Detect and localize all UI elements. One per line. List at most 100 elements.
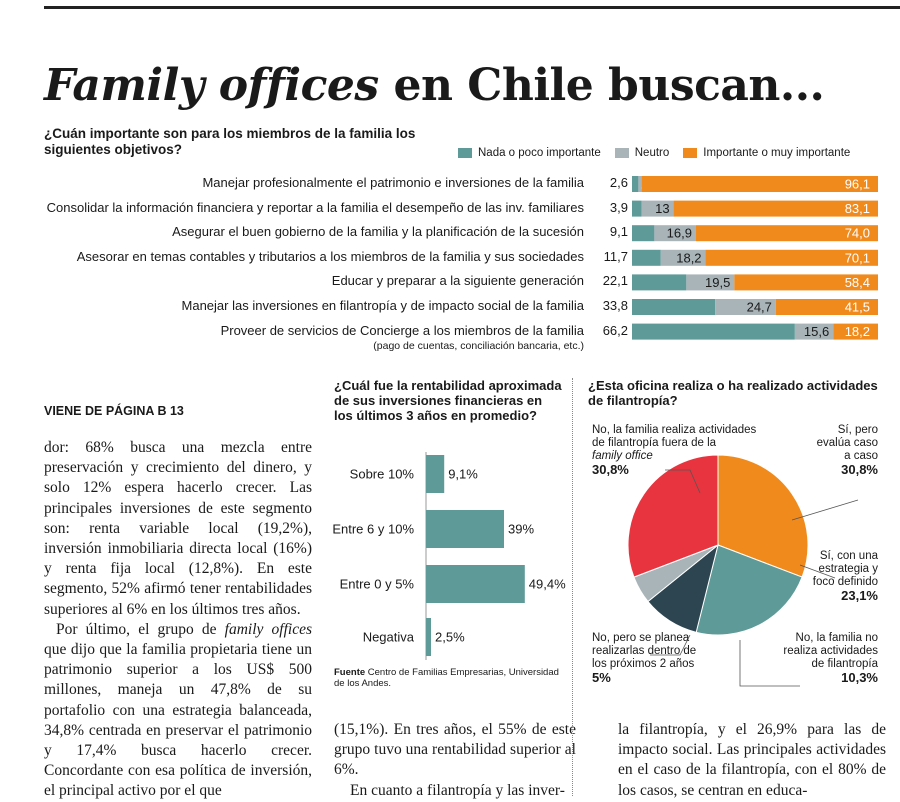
pie-label-planea-l1: No, pero se planea bbox=[592, 632, 690, 644]
chart1-bar-segment bbox=[660, 249, 706, 266]
chart1-bar-segment bbox=[715, 299, 776, 315]
chart2-category-label: Entre 0 y 5% bbox=[340, 577, 415, 592]
chart1-row-label: Asesorar en temas contables y tributario… bbox=[76, 248, 584, 264]
chart1-value-importante: 70,1 bbox=[845, 250, 870, 265]
chart1-bar-segment bbox=[632, 225, 655, 242]
chart1-bar-segment bbox=[632, 323, 795, 340]
headline-rest: en Chile buscan... bbox=[378, 60, 825, 111]
col1-p2-a: Por último, el grupo de bbox=[56, 620, 225, 638]
chart1-bar-segment bbox=[775, 299, 878, 315]
chart2-bar bbox=[426, 455, 445, 493]
chart3-slice bbox=[695, 544, 803, 636]
chart1-bar-segment bbox=[673, 200, 878, 217]
chart2-value-label: 39% bbox=[508, 522, 534, 537]
chart1-value-nada: 3,9 bbox=[609, 199, 628, 215]
pie-label-fuera: No, la familia realiza actividades de fi… bbox=[592, 424, 756, 476]
article-column-1: dor: 68% busca una mezcla entre preserva… bbox=[44, 438, 312, 802]
chart3-leader-line bbox=[739, 640, 800, 687]
chart1-value-importante: 83,1 bbox=[845, 201, 870, 216]
chart2-bar bbox=[426, 618, 431, 656]
pie-label-estrategia-pct: 23,1% bbox=[841, 588, 878, 603]
chart1-value-importante: 96,1 bbox=[845, 177, 870, 192]
chart1-value-neutro: 18,2 bbox=[676, 250, 701, 265]
col3-paragraph-1: la filantropía, y el 26,9% para las de i… bbox=[618, 721, 886, 799]
chart1-row-label: Manejar las inversiones en filantropía y… bbox=[181, 298, 584, 313]
chart1-bar-segment bbox=[632, 176, 639, 192]
pie-label-estrategia-l3: foco definido bbox=[812, 576, 878, 588]
chart2-source: Fuente Centro de Familias Empresarias, U… bbox=[334, 667, 564, 689]
col1-paragraph-2: Por último, el grupo de family offices q… bbox=[44, 620, 312, 802]
chart1-row-label: Asegurar el buen gobierno de la familia … bbox=[172, 224, 584, 240]
col1-paragraph-1: dor: 68% busca una mezcla entre preserva… bbox=[44, 439, 312, 618]
chart1-value-neutro: 13 bbox=[655, 201, 669, 216]
headline-italic: Family offices bbox=[44, 60, 379, 111]
pie-label-caso: Sí, pero evalúa caso a caso 30,8% bbox=[817, 424, 878, 476]
pie-label-planea-pct: 5% bbox=[592, 670, 611, 685]
legend-swatch-importante bbox=[683, 148, 698, 158]
chart1-bar-segment bbox=[632, 274, 687, 291]
chart1-bar-segment bbox=[641, 200, 674, 217]
col2-paragraph-2: En cuanto a filantropía y las inver- bbox=[350, 781, 565, 799]
chart2-value-label: 9,1% bbox=[448, 467, 478, 482]
col1-p2-b: que dijo que la familia propietaria tien… bbox=[44, 641, 312, 800]
chart1-bar-segment bbox=[641, 176, 878, 192]
chart2-question: ¿Cuál fue la rentabilidad aproximada de … bbox=[334, 378, 562, 423]
pie-label-no-realiza: No, la familia no realiza actividades de… bbox=[783, 632, 878, 684]
chart1-row-label: Consolidar la información financiera y r… bbox=[46, 199, 584, 215]
pie-label-estrategia-l1: Sí, con una bbox=[819, 550, 878, 562]
chart1-value-neutro: 24,7 bbox=[747, 300, 772, 315]
viene-de-pagina: VIENE DE PÁGINA B 13 bbox=[44, 404, 184, 418]
article-column-3: la filantropía, y el 26,9% para las de i… bbox=[618, 720, 886, 801]
legend-label-nada: Nada o poco importante bbox=[478, 147, 601, 159]
article-column-2: (15,1%). En tres años, el 55% de este gr… bbox=[334, 720, 576, 801]
fuente-text: Centro de Familias Empresarias, Universi… bbox=[334, 667, 559, 689]
chart3-question: ¿Esta oficina realiza o ha realizado act… bbox=[588, 378, 878, 408]
pie-label-no-realiza-pct: 10,3% bbox=[841, 670, 878, 685]
col2-paragraph-1: (15,1%). En tres años, el 55% de este gr… bbox=[334, 721, 576, 779]
chart3-leader-line bbox=[799, 564, 836, 579]
chart1-value-nada: 33,8 bbox=[602, 298, 628, 313]
chart2-bar bbox=[426, 565, 525, 603]
chart2-value-label: 2,5% bbox=[435, 630, 465, 645]
pie-label-caso-l1: Sí, pero bbox=[837, 424, 878, 436]
pie-label-no-realiza-l2: realiza actividades bbox=[783, 645, 878, 657]
pie-label-caso-l2: evalúa caso bbox=[816, 437, 878, 449]
chart3-slice bbox=[717, 454, 809, 578]
chart1-question: ¿Cuán importante son para los miembros d… bbox=[44, 126, 416, 157]
chart1-value-nada: 22,1 bbox=[602, 273, 628, 289]
chart1-bar-segment bbox=[794, 323, 834, 340]
column-separator bbox=[572, 378, 573, 796]
chart1-value-nada: 66,2 bbox=[602, 322, 628, 338]
pie-label-fuera-l1: No, la familia realiza actividades bbox=[592, 424, 757, 436]
chart1-value-nada: 2,6 bbox=[609, 175, 628, 190]
chart2-bar bbox=[426, 510, 504, 548]
chart1-bar-segment bbox=[632, 249, 661, 266]
chart1-row-label: Educar y preparar a la siguiente generac… bbox=[331, 273, 584, 289]
pie-label-caso-l3: a caso bbox=[844, 450, 878, 462]
pie-label-no-realiza-l3: de filantropía bbox=[811, 658, 879, 670]
chart1-bar-segment bbox=[833, 323, 878, 340]
chart3-slice bbox=[627, 454, 719, 578]
chart1-value-importante: 18,2 bbox=[845, 324, 870, 339]
chart3-leader-line bbox=[665, 469, 701, 494]
pie-label-estrategia-l2: estrategia y bbox=[818, 563, 878, 575]
chart2-category-label: Sobre 10% bbox=[350, 467, 415, 482]
chart1-row-label: Proveer de servicios de Concierge a los … bbox=[220, 322, 584, 338]
pie-label-caso-pct: 30,8% bbox=[841, 462, 878, 477]
chart1-value-nada: 11,7 bbox=[603, 248, 628, 264]
pie-label-no-realiza-l1: No, la familia no bbox=[795, 632, 878, 644]
chart1-bar-segment bbox=[632, 299, 716, 315]
legend-item-neutro: Neutro bbox=[614, 147, 669, 159]
legend-item-nada: Nada o poco importante bbox=[458, 147, 601, 159]
chart1-value-nada: 9,1 bbox=[609, 224, 628, 240]
pie-label-estrategia: Sí, con una estrategia y foco definido 2… bbox=[813, 550, 878, 602]
legend-item-importante: Importante o muy importante bbox=[683, 147, 850, 159]
top-rule bbox=[44, 6, 900, 9]
pie-label-fuera-pct: 30,8% bbox=[592, 462, 629, 477]
fuente-label: Fuente bbox=[334, 667, 366, 678]
chart2-category-label: Entre 6 y 10% bbox=[332, 522, 414, 537]
chart1-footnote: (pago de cuentas, conciliación bancaria,… bbox=[373, 340, 584, 352]
